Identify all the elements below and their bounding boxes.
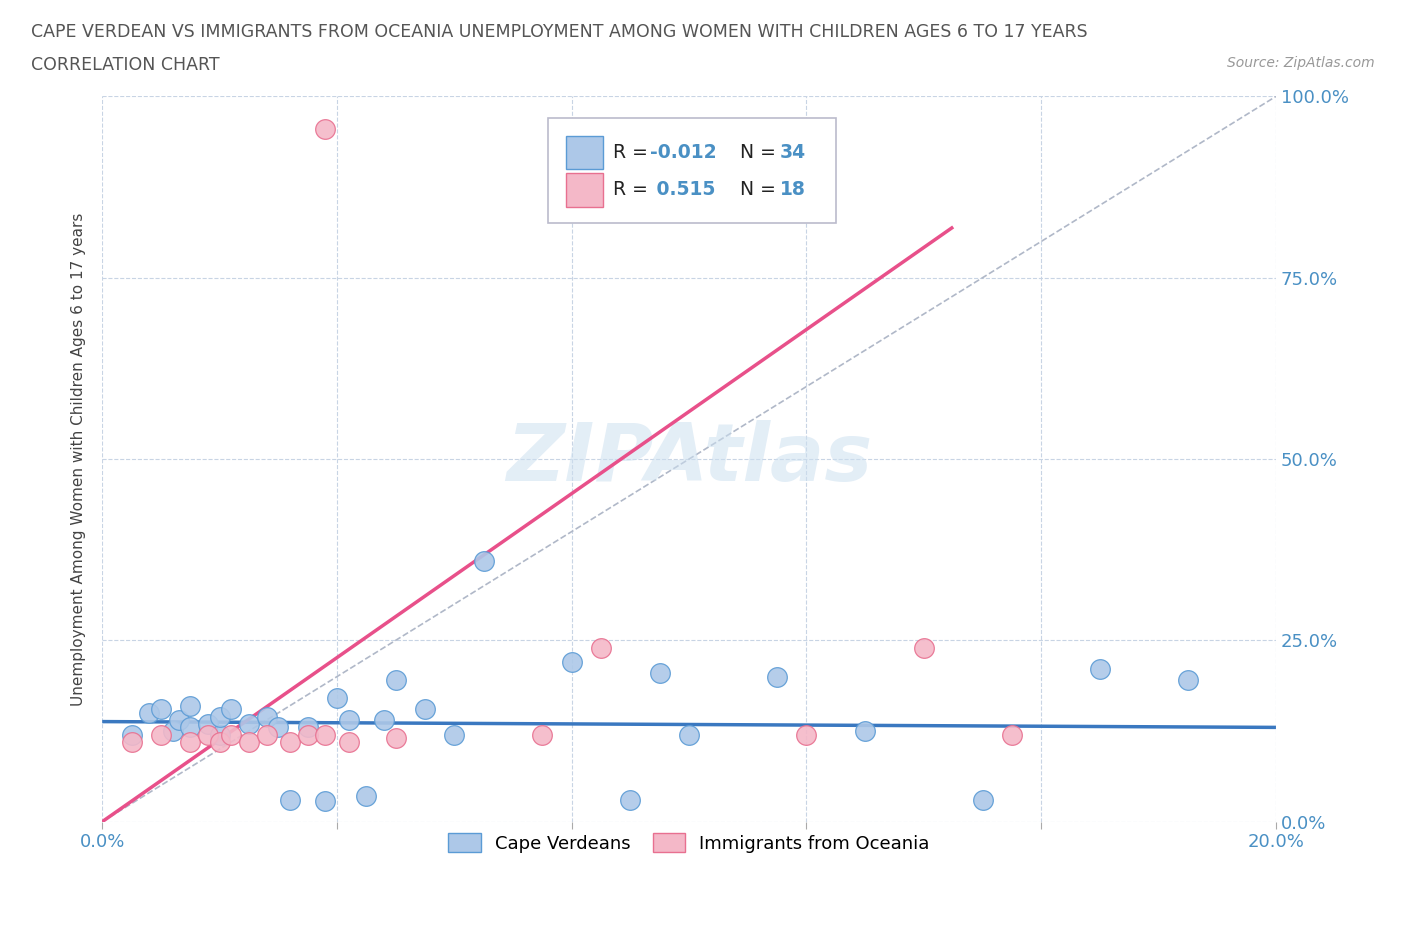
Point [149, 702, 172, 717]
Text: N =: N = [728, 180, 782, 199]
Point [337, 735, 360, 750]
Point [326, 691, 349, 706]
Point [221, 727, 243, 742]
Point [853, 724, 876, 738]
Point [238, 716, 260, 731]
Point [561, 655, 583, 670]
Point [197, 716, 219, 731]
Point [1177, 672, 1199, 687]
Point [167, 712, 190, 727]
Text: 34: 34 [779, 142, 806, 162]
Point [384, 672, 406, 687]
Text: Source: ZipAtlas.com: Source: ZipAtlas.com [1227, 56, 1375, 70]
Point [267, 720, 290, 735]
Point [138, 706, 160, 721]
Point [179, 720, 201, 735]
Point [472, 553, 495, 568]
Point [384, 731, 406, 746]
Point [221, 702, 243, 717]
Point [208, 727, 231, 742]
Point [179, 735, 201, 750]
Point [356, 789, 378, 804]
Point [619, 792, 641, 807]
Text: CAPE VERDEAN VS IMMIGRANTS FROM OCEANIA UNEMPLOYMENT AMONG WOMEN WITH CHILDREN A: CAPE VERDEAN VS IMMIGRANTS FROM OCEANIA … [31, 23, 1088, 41]
Point [314, 727, 336, 742]
Text: N =: N = [728, 142, 782, 162]
Point [256, 709, 278, 724]
Point [589, 640, 612, 655]
Text: R =: R = [613, 180, 654, 199]
Point [297, 720, 319, 735]
Text: 18: 18 [779, 180, 806, 199]
Text: -0.012: -0.012 [651, 142, 717, 162]
Point [1001, 727, 1024, 742]
Point [179, 698, 201, 713]
Point [678, 727, 700, 742]
Text: ZIPAtlas: ZIPAtlas [506, 420, 872, 498]
Point [121, 735, 143, 750]
Point [413, 702, 436, 717]
Point [337, 712, 360, 727]
Point [972, 792, 994, 807]
Point [766, 670, 789, 684]
Point [373, 712, 395, 727]
Point [208, 735, 231, 750]
Point [297, 727, 319, 742]
Y-axis label: Unemployment Among Women with Children Ages 6 to 17 years: Unemployment Among Women with Children A… [72, 212, 86, 706]
Point [648, 666, 671, 681]
FancyBboxPatch shape [565, 173, 603, 206]
Legend: Cape Verdeans, Immigrants from Oceania: Cape Verdeans, Immigrants from Oceania [441, 826, 936, 860]
FancyBboxPatch shape [565, 136, 603, 169]
Point [796, 727, 818, 742]
Text: 0.515: 0.515 [651, 180, 716, 199]
Point [256, 727, 278, 742]
Point [238, 735, 260, 750]
Point [197, 727, 219, 742]
Text: CORRELATION CHART: CORRELATION CHART [31, 56, 219, 73]
Point [314, 794, 336, 809]
Point [314, 122, 336, 137]
Point [1088, 662, 1111, 677]
Point [278, 792, 301, 807]
Point [149, 727, 172, 742]
Point [278, 735, 301, 750]
FancyBboxPatch shape [548, 118, 835, 223]
Text: R =: R = [613, 142, 654, 162]
Point [531, 727, 554, 742]
Point [912, 640, 935, 655]
Point [208, 709, 231, 724]
Point [121, 727, 143, 742]
Point [443, 727, 465, 742]
Point [162, 724, 184, 738]
